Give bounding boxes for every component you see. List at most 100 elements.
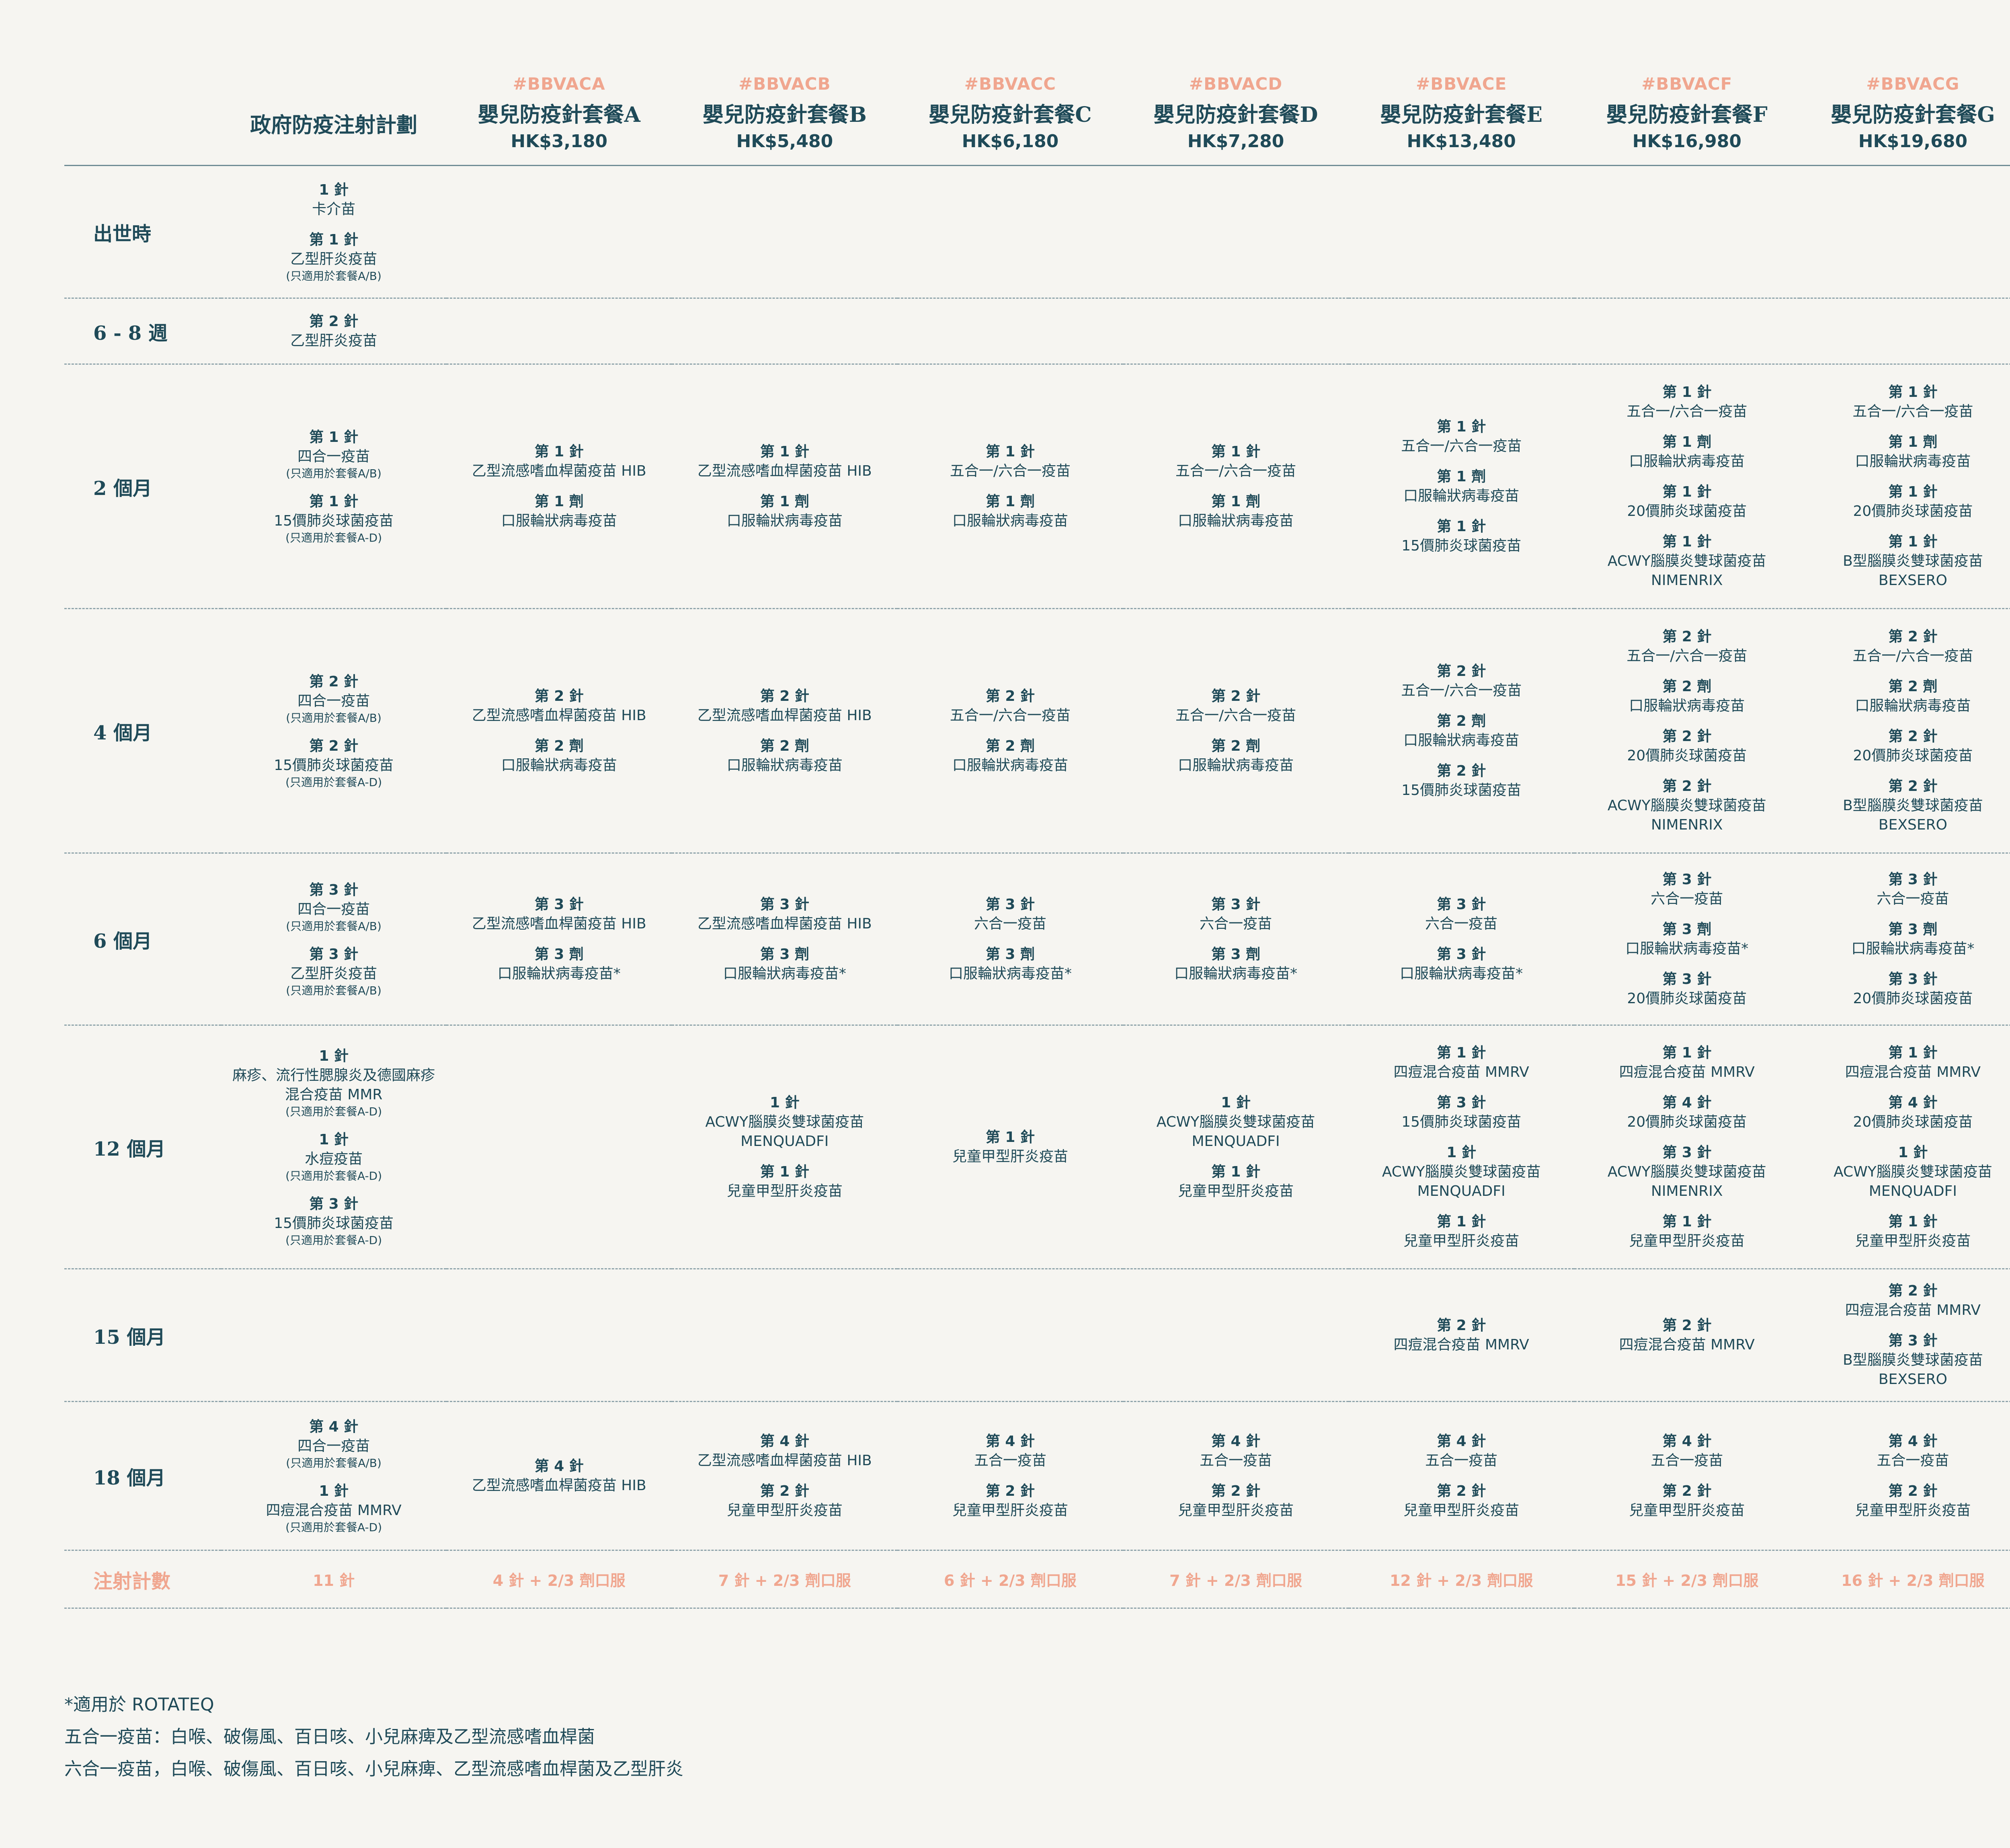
package-code: #BBVACG: [1866, 74, 1960, 94]
dose-entry: 第 1 針乙型流感嗜血桿菌疫苗 HIB: [697, 442, 872, 481]
package-price: HK$16,980: [1632, 131, 1741, 152]
dose-entry: 第 3 針六合一疫苗: [1877, 870, 1949, 909]
package-d-cell: 第 2 針五合一/六合一疫苗第 2 劑口服輪狀病毒疫苗: [1123, 609, 1349, 853]
applicability-note: (只適用於套餐A-D): [285, 531, 382, 544]
dose-number: 第 3 針: [760, 896, 809, 913]
dose-entry: 1 針水痘疫苗 (只適用於套餐A-D): [285, 1130, 382, 1183]
dose-number: 第 3 針: [309, 1195, 359, 1212]
dose-number: 第 3 針: [1437, 1094, 1486, 1111]
dose-entry: 第 2 針五合一/六合一疫苗: [1852, 627, 1973, 666]
dose-number: 第 1 針: [1888, 483, 1938, 500]
package-e-cell: [1349, 298, 1574, 364]
package-g-cell: 第 1 針四痘混合疫苗 MMRV 第 4 針 20價肺炎球菌疫苗 1 針 ACWY腦膜炎…: [1800, 1025, 2010, 1269]
package-g-cell: [1800, 298, 2010, 364]
vaccine-name: 口服輪狀病毒疫苗: [952, 757, 1068, 774]
vaccine-name: 卡介苗: [312, 201, 356, 218]
applicability-note: (只適用於套餐A/B): [286, 919, 381, 933]
package-f-cell: 第 2 針五合一/六合一疫苗第 2 劑口服輪狀病毒疫苗第 2 針 20價肺炎球菌疫…: [1574, 609, 1800, 853]
package-name: 嬰兒防疫針套餐G: [1831, 102, 1995, 127]
dose-entry: 第 2 針 15價肺炎球菌疫苗 (只適用於套餐A-D): [274, 737, 394, 790]
vaccine-name: 乙型流感嗜血桿菌疫苗 HIB: [697, 707, 872, 724]
dose-entry: 第 2 針五合一/六合一疫苗: [1401, 662, 1522, 700]
package-d-cell: 第 3 針六合一疫苗第 3 劑口服輪狀病毒疫苗*: [1123, 853, 1349, 1025]
dose-entry: 第 1 劑口服輪狀病毒疫苗: [1403, 467, 1519, 506]
dose-entry: 第 1 劑口服輪狀病毒疫苗: [1629, 433, 1745, 471]
package-a-cell: [446, 298, 672, 364]
vaccine-name: 口服輪狀病毒疫苗: [1178, 512, 1294, 529]
vaccine-name: 口服輪狀病毒疫苗: [726, 512, 843, 529]
dose-number: 第 3 針: [1662, 1144, 1712, 1161]
dose-number: 第 1 針: [1888, 1044, 1938, 1061]
vaccine-name: 口服輪狀病毒疫苗*: [1174, 965, 1298, 982]
package-g-cell: [1800, 166, 2010, 298]
dose-entry: 第 1 針兒童甲型肝炎疫苗: [952, 1128, 1068, 1166]
dose-number: 第 3 劑: [760, 946, 809, 963]
vaccine-name: 五合一疫苗: [974, 1452, 1046, 1469]
total-count: 11 針: [313, 1572, 355, 1589]
dose-number: 第 2 劑: [1211, 737, 1261, 754]
dose-number: 第 2 針: [1437, 663, 1486, 680]
package-b-cell: 第 4 針乙型流感嗜血桿菌疫苗 HIB 第 2 針兒童甲型肝炎疫苗: [672, 1402, 897, 1550]
package-price: HK$19,680: [1858, 131, 1968, 152]
dose-number: 1 針: [1898, 1144, 1928, 1161]
dose-entry: 第 1 針乙型肝炎疫苗 (只適用於套餐A/B): [286, 230, 381, 283]
age-label: 18 個月: [93, 1466, 166, 1489]
dose-number: 第 1 針: [1888, 1213, 1938, 1230]
dose-entry: 1 針卡介苗: [312, 181, 355, 219]
vaccine-name: 20價肺炎球菌疫苗: [1627, 747, 1747, 764]
dose-number: 第 1 劑: [1888, 433, 1938, 450]
package-e-cell: 第 1 針五合一/六合一疫苗第 1 劑口服輪狀病毒疫苗第 1 針 15價肺炎球菌疫…: [1349, 364, 1574, 609]
dose-number: 1 針: [319, 1131, 349, 1148]
vaccine-brand: MENQUADFI: [740, 1133, 829, 1150]
vaccine-name: 六合一疫苗: [1651, 890, 1723, 907]
vaccine-name: 口服輪狀病毒疫苗: [1629, 453, 1745, 470]
dose-number: 第 3 劑: [534, 946, 584, 963]
dose-number: 第 3 針: [1662, 971, 1712, 988]
vaccine-name: 五合一/六合一疫苗: [1175, 707, 1296, 724]
dose-entry: 第 1 針四痘混合疫苗 MMRV: [1845, 1043, 1981, 1082]
dose-entry: 第 1 針四痘混合疫苗 MMRV: [1394, 1043, 1529, 1082]
vaccine-name: 四合一疫苗: [297, 692, 370, 709]
vaccine-name: 四痘混合疫苗 MMRV: [1845, 1064, 1981, 1080]
dose-entry: 第 4 針乙型流感嗜血桿菌疫苗 HIB: [472, 1457, 646, 1495]
vaccine-name: 五合一疫苗: [1877, 1452, 1949, 1469]
dose-number: 第 3 針: [1888, 1332, 1938, 1349]
vaccine-name: 兒童甲型肝炎疫苗: [726, 1502, 843, 1519]
package-c-cell: [897, 166, 1123, 298]
schedule-row: 12 個月 1 針麻疹、流行性腮腺炎及德國麻疹 混合疫苗 MMR (只適用於套餐A-D…: [64, 1025, 2010, 1269]
dose-entry: 第 3 針四合一疫苗 (只適用於套餐A/B): [286, 881, 381, 934]
dose-number: 第 1 針: [1211, 1163, 1261, 1180]
dose-number: 第 4 針: [1662, 1094, 1712, 1111]
package-code: #BBVACA: [513, 74, 605, 94]
dose-entry: 第 3 針 20價肺炎球菌疫苗: [1627, 970, 1747, 1008]
dose-entry: 第 3 劑口服輪狀病毒疫苗*: [949, 945, 1072, 984]
dose-entry: 1 針麻疹、流行性腮腺炎及德國麻疹 混合疫苗 MMR (只適用於套餐A-D): [232, 1047, 435, 1119]
dose-entry: 第 2 針兒童甲型肝炎疫苗: [1403, 1482, 1519, 1520]
dose-number: 第 2 針: [1437, 1317, 1486, 1334]
dose-number: 1 針: [1446, 1144, 1476, 1161]
dose-number: 第 3 針: [1888, 971, 1938, 988]
vaccine-name: 15價肺炎球菌疫苗: [1401, 782, 1522, 799]
package-code: #BBVACC: [964, 74, 1056, 94]
package-d-cell: [1123, 1269, 1349, 1402]
footnotes: *適用於 ROTATEQ 五合一疫苗：白喉、破傷風、百日咳、小兒麻痺及乙型流感嗜…: [64, 1689, 683, 1785]
dose-number: 第 2 針: [985, 1483, 1035, 1499]
dose-number: 第 2 針: [1211, 688, 1261, 704]
dose-number: 第 1 劑: [1437, 468, 1486, 485]
dose-entry: 第 3 劑口服輪狀病毒疫苗*: [1625, 920, 1748, 959]
dose-entry: 第 1 針 20價肺炎球菌疫苗: [1627, 483, 1747, 521]
dose-number: 第 3 劑: [1211, 946, 1261, 963]
schedule-body: 出世時 1 針卡介苗第 1 針乙型肝炎疫苗 (只適用於套餐A/B) 6 - 8 週第 …: [64, 166, 2010, 1608]
applicability-note: (只適用於套餐A/B): [286, 1456, 381, 1470]
total-count: 15 針 + 2/3 劑口服: [1615, 1572, 1759, 1589]
dose-entry: 第 4 針乙型流感嗜血桿菌疫苗 HIB: [697, 1432, 872, 1470]
dose-number: 第 3 針: [985, 896, 1035, 913]
dose-number: 第 4 針: [760, 1433, 809, 1450]
package-c-cell: 第 4 針五合一疫苗第 2 針兒童甲型肝炎疫苗: [897, 1402, 1123, 1550]
dose-entry: 第 2 針五合一/六合一疫苗: [1175, 687, 1296, 725]
vaccine-name: 口服輪狀病毒疫苗*: [723, 965, 846, 982]
dose-number: 第 1 針: [1888, 533, 1938, 550]
dose-number: 第 1 針: [985, 443, 1035, 460]
dose-entry: 1 針 ACWY腦膜炎雙球菌疫苗 MENQUADFI: [1382, 1143, 1541, 1201]
dose-entry: 第 1 針 ACWY腦膜炎雙球菌疫苗 NIMENRIX: [1608, 532, 1766, 590]
